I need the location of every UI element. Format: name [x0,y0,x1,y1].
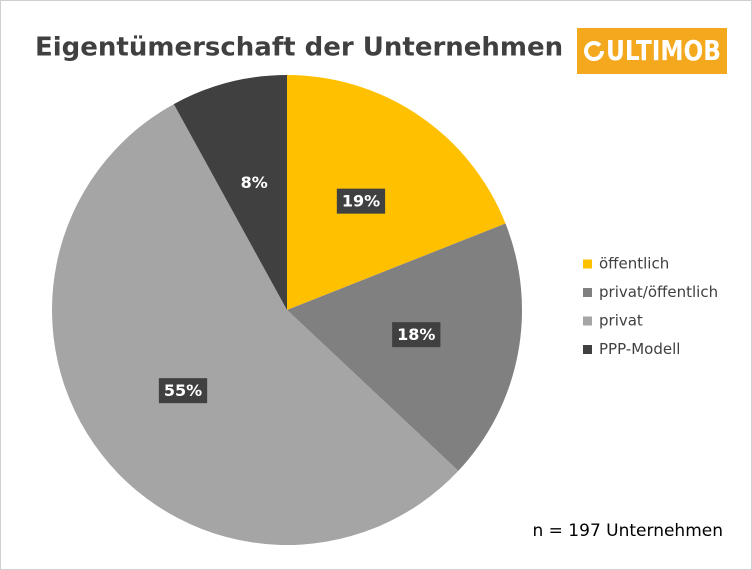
legend-marker [583,259,592,269]
chart-title: Eigentümerschaft der Unternehmen [35,33,563,63]
legend-marker [583,316,592,326]
pie-slice [173,75,287,310]
legend-label: privat [599,312,643,330]
data-label: 19% [342,192,380,211]
legend-marker [583,288,592,297]
pie-slice [287,75,506,310]
data-label-background [336,188,386,214]
logo-text: ULTIMOB [606,34,721,67]
logo-icon [584,41,604,61]
legend-label: PPP-Modell [599,340,680,358]
legend-label: öffentlich [599,255,669,273]
annotation: n = 197 Unternehmen [532,521,723,541]
data-label: 18% [397,325,435,344]
data-label-background [392,322,441,348]
pie-slice [287,223,522,471]
legend-marker [583,345,592,354]
pie-slice [51,104,459,546]
data-label: 8% [241,173,268,192]
data-label-background [158,378,208,404]
data-label: 55% [164,381,202,400]
legend-label: privat/öffentlich [599,283,718,301]
data-label-background [235,170,273,196]
